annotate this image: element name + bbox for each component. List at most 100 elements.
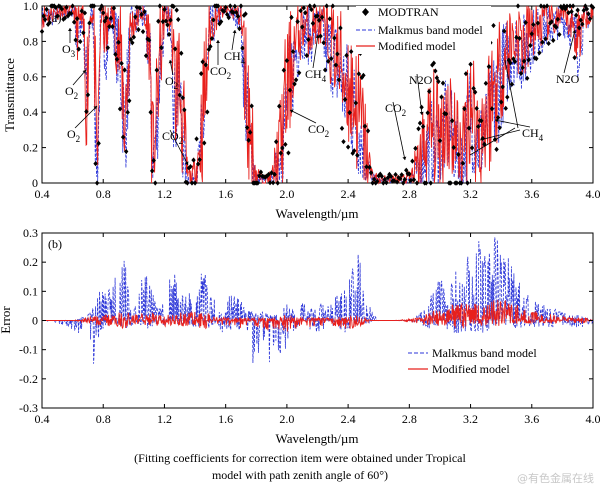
modtran-point [79,8,84,14]
modtran-point [183,179,189,185]
modtran-point [336,77,342,83]
modtran-point [174,7,179,13]
modtran-point [520,65,525,71]
x-tick-label: 0.4 [35,187,50,201]
panel-a-label: (a) [48,11,61,25]
x-tick-label: 2.8 [402,187,417,201]
modtran-point [312,3,317,9]
modtran-point [59,6,65,12]
modtran-point [133,14,138,20]
modtran-point [99,3,104,9]
modtran-point [370,180,375,186]
panel-b-y-axis-title: Error [0,306,13,334]
modtran-point [96,140,101,146]
modtran-point [148,109,153,115]
modtran-point [338,25,343,31]
gas-annotation: CH4 [305,67,327,84]
gas-annotation: CO2 [210,64,231,81]
modtran-point [534,56,539,62]
modtran-point [168,17,173,23]
modtran-point [192,180,198,186]
modtran-point [544,3,550,9]
y-tick-label: 0.4 [23,105,38,119]
modtran-point [280,145,285,151]
modtran-point [73,37,78,43]
modtran-point [281,67,287,73]
modtran-point [546,40,551,47]
caption-line-2: model with path zenith angle of 60°) [211,468,389,482]
modtran-point [531,21,536,28]
modtran-point [114,56,120,62]
modtran-point [273,139,279,145]
modtran-point [182,107,187,113]
modtran-point [108,15,114,21]
gas-annotation: CO2 [308,122,329,139]
modtran-point [374,178,380,185]
modtran-point [324,3,329,9]
modtran-point [255,180,261,186]
series-modified-model [41,4,594,185]
modtran-point [105,45,111,51]
x-tick-label: 3.6 [524,187,539,201]
gas-annotation: CH4 [522,126,544,143]
modtran-point [293,77,299,83]
modtran-point [557,31,562,38]
annotation-arrowhead [68,28,72,31]
modtran-point [270,180,276,186]
modtran-point [243,11,248,17]
modtran-point [428,180,433,186]
gas-annotation: CO2 [385,101,406,118]
modtran-point [303,10,308,16]
annotation-leader [469,127,516,156]
modtran-point [463,71,469,77]
modtran-point [160,18,166,25]
annotation-leader [416,73,423,116]
modtran-point [150,168,155,174]
x-tick-label: 0.4 [35,412,50,426]
modtran-point [518,70,524,77]
modtran-point [316,17,322,23]
modtran-point [433,68,438,74]
modtran-point [104,15,109,21]
x-tick-label: 1.6 [218,187,233,201]
y-tick-label: -0.3 [19,401,38,415]
modtran-point [215,3,221,9]
modtran-point [555,16,560,22]
modtran-point [185,180,190,186]
modtran-point [341,139,346,145]
modtran-point [523,19,528,26]
modtran-point [508,60,513,66]
modtran-point [355,152,360,158]
modtran-point [368,170,374,176]
x-tick-label: 2.4 [341,187,356,201]
gas-annotation: O2 [65,84,78,101]
modtran-point [319,14,325,20]
modtran-point [552,23,557,29]
modtran-point [47,20,52,26]
modtran-point [84,108,89,115]
modtran-point [494,146,499,152]
modtran-point [348,48,354,55]
modtran-point [327,16,332,22]
modtran-point [330,3,336,9]
modtran-point [188,164,193,170]
modtran-point [127,98,132,104]
modtran-point [427,88,432,95]
modtran-point [469,145,475,151]
modtran-point [82,10,88,16]
modtran-point [113,51,118,57]
modtran-point [197,157,202,163]
modtran-point [399,172,404,178]
modtran-point [543,36,548,42]
annotation-arrowhead [82,70,86,74]
modtran-point [402,176,407,183]
modtran-point [570,3,576,9]
y-tick-label: 1.0 [23,0,38,13]
x-tick-label: 2.4 [341,412,356,426]
modtran-point [134,4,140,10]
annotation-arrowhead [93,106,97,110]
modtran-point [449,118,455,124]
x-tick-label: 0.8 [96,187,111,201]
panel-a-y-axis-title: Transmittance [2,58,17,132]
